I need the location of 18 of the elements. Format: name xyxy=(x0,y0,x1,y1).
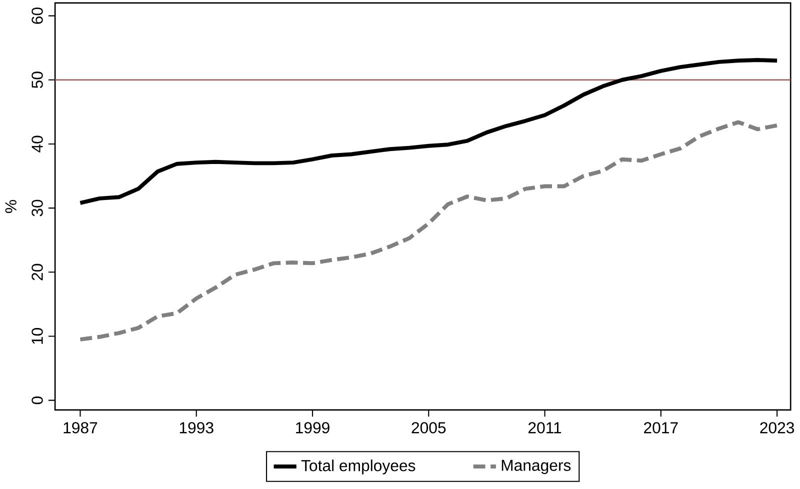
x-tick-label: 2023 xyxy=(760,422,794,434)
x-tick-label: 1987 xyxy=(64,422,98,434)
y-tick-label: 20 xyxy=(32,264,43,280)
x-tick-label: 1999 xyxy=(296,422,330,434)
y-tick-label: 50 xyxy=(32,71,43,88)
y-tick-label: 30 xyxy=(32,200,43,216)
y-axis-title: % xyxy=(5,200,16,213)
y-tick-label: 40 xyxy=(32,136,43,152)
x-tick-label: 2011 xyxy=(528,422,562,434)
legend-label: Total employees xyxy=(301,459,416,474)
x-tick-label: 2017 xyxy=(644,422,678,434)
x-tick-label: 2005 xyxy=(412,422,446,434)
legend-label: Managers xyxy=(502,460,571,474)
line-series xyxy=(78,120,780,342)
x-tick-label: 1993 xyxy=(180,422,214,434)
y-tick-label: 60 xyxy=(32,7,43,24)
y-tick-label: 10 xyxy=(32,328,43,344)
y-tick-label: 0 xyxy=(32,396,43,404)
